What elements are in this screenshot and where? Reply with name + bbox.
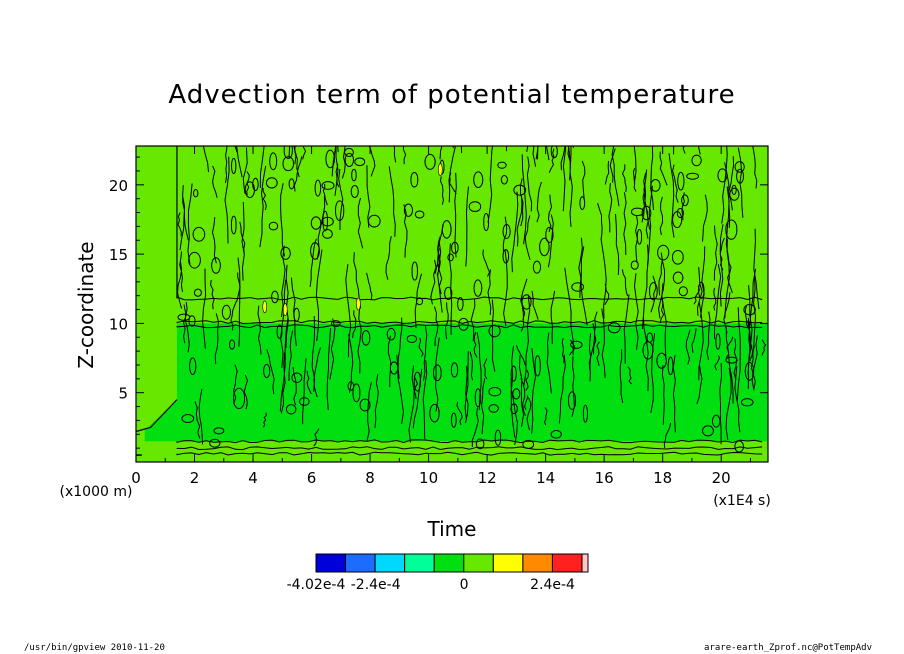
band-contour-5 — [176, 296, 763, 301]
colorbar-swatch — [315, 553, 347, 573]
x-tick-label: 2 — [190, 469, 200, 487]
colorbar: -4.02e-4 -2.4e-4 0 2.4e-4 — [287, 553, 589, 593]
plot-frame — [135, 145, 769, 463]
x-tick-label: 6 — [307, 469, 317, 487]
x-tick-label: 0 — [131, 469, 141, 487]
x-tick-label: 20 — [712, 469, 731, 487]
footer-left: /usr/bin/gpview 2010-11-20 — [24, 643, 165, 653]
colorbar-label: 2.4e-4 — [530, 577, 575, 593]
x-axis-unit: (x1E4 s) — [713, 493, 771, 509]
x-ticks: 0 2 4 6 8 10 12 14 16 18 20 — [131, 146, 751, 487]
band-contour-3 — [176, 324, 763, 329]
y-ticks: 5 10 15 20 — [109, 156, 768, 449]
positive-spot-3 — [437, 163, 443, 176]
positive-spot-1 — [282, 303, 288, 316]
colorbar-label: -4.02e-4 — [287, 577, 346, 593]
chart-title: Advection term of potential temperature — [168, 80, 735, 110]
contours-upper — [177, 146, 760, 324]
ramp-region — [144, 323, 177, 442]
colorbar-swatch — [345, 553, 376, 573]
y-tick-label: 20 — [109, 177, 128, 195]
band-contour-2 — [176, 439, 763, 444]
colorbar-swatch — [581, 553, 589, 573]
colorbar-swatch — [551, 553, 583, 573]
y-tick-label: 5 — [118, 385, 128, 403]
colorbar-swatch — [463, 553, 494, 573]
y-axis-unit: (x1000 m) — [60, 484, 133, 500]
x-tick-label: 8 — [365, 469, 375, 487]
y-tick-label: 15 — [109, 246, 128, 264]
x-tick-label: 4 — [248, 469, 258, 487]
footer-right: arare-earth_Zprof.nc@PotTempAdv — [704, 643, 872, 653]
field-layer — [136, 146, 768, 462]
colorbar-label: -2.4e-4 — [351, 577, 401, 593]
contours-loops — [177, 146, 756, 453]
band-contour-1 — [176, 446, 763, 451]
colorbar-swatch — [374, 553, 406, 573]
x-tick-label: 18 — [653, 469, 672, 487]
band-contour-0 — [176, 451, 763, 456]
y-tick-label: 10 — [109, 315, 128, 333]
positive-spot-0 — [262, 300, 268, 314]
x-tick-label: 14 — [536, 469, 555, 487]
lower-layer — [176, 323, 768, 442]
y-axis-label: Z-coordinate — [74, 241, 98, 368]
colorbar-label: 0 — [460, 577, 469, 593]
positive-spot-2 — [356, 297, 361, 311]
plot-area — [135, 145, 769, 463]
colorbar-swatch — [404, 553, 435, 573]
colorbar-swatch — [522, 553, 553, 573]
x-axis-label: Time — [427, 517, 477, 541]
x-tick-label: 16 — [595, 469, 614, 487]
x-tick-label: 10 — [419, 469, 438, 487]
contours-lower — [183, 243, 767, 448]
band-contour-4 — [176, 320, 763, 325]
colorbar-swatch — [492, 553, 524, 573]
colorbar-swatch — [433, 553, 465, 573]
x-tick-label: 12 — [478, 469, 497, 487]
ramp-contour — [136, 399, 178, 433]
